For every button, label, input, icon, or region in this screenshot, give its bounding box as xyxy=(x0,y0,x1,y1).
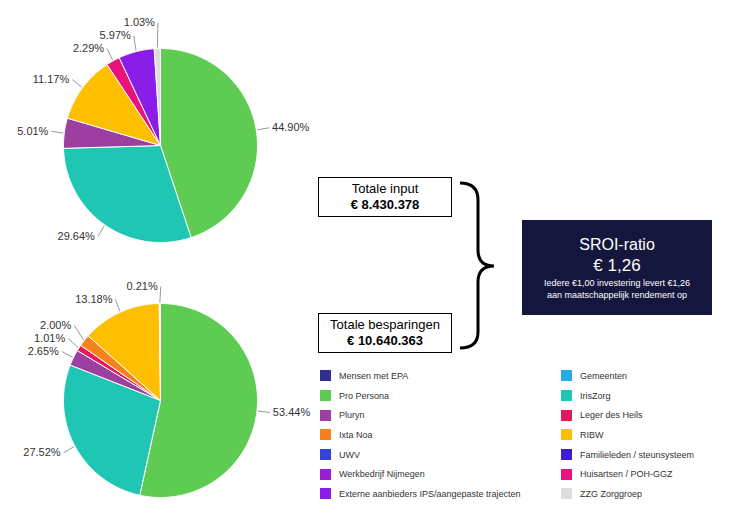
html-text:Totale besparingen: Totale besparingen xyxy=(330,317,440,332)
html-text:€ 10.640.363: € 10.640.363 xyxy=(347,333,423,348)
html-text:Pluryn: Pluryn xyxy=(339,410,365,421)
svg-text:44.90%: 44.90% xyxy=(272,121,310,133)
html-text:Werkbedrijf Nijmegen: Werkbedrijf Nijmegen xyxy=(339,469,425,480)
svg-text:53.44%: 53.44% xyxy=(273,406,311,418)
html-text:IrisZorg: IrisZorg xyxy=(580,390,611,401)
svg-text:1.01%: 1.01% xyxy=(34,332,65,344)
html-text:Totale input: Totale input xyxy=(351,181,419,196)
html-text:Ixta Noa: Ixta Noa xyxy=(339,429,373,440)
html-text:Huisartsen / POH-GGZ: Huisartsen / POH-GGZ xyxy=(580,469,673,480)
html-text:€ 8.430.378: € 8.430.378 xyxy=(350,197,420,212)
html-text:SROI-ratio: SROI-ratio xyxy=(579,235,655,253)
html-text:UWV: UWV xyxy=(339,449,360,460)
svg-text:0.21%: 0.21% xyxy=(127,280,158,292)
svg-text:5.01%: 5.01% xyxy=(17,125,48,137)
svg-text:2.65%: 2.65% xyxy=(28,345,59,357)
svg-text:2.00%: 2.00% xyxy=(40,319,71,331)
svg-text:29.64%: 29.64% xyxy=(58,230,96,242)
svg-text:2.29%: 2.29% xyxy=(73,42,104,54)
svg-text:11.17%: 11.17% xyxy=(33,73,70,85)
html-text:Leger des Heils: Leger des Heils xyxy=(580,410,643,421)
html-text:€ 1,26: € 1,26 xyxy=(593,255,641,275)
svg-text:1.03%: 1.03% xyxy=(124,16,155,28)
html-text:RIBW: RIBW xyxy=(580,429,604,440)
svg-text:27.52%: 27.52% xyxy=(23,446,61,458)
html-text:Externe aanbieders IPS/aangepa: Externe aanbieders IPS/aangepaste trajec… xyxy=(339,489,521,499)
html-text:Iedere €1,00 investering lever: Iedere €1,00 investering levert €1,26 aa… xyxy=(543,277,690,300)
html-text:Gemeenten: Gemeenten xyxy=(580,370,627,381)
html-text:Pro Persona: Pro Persona xyxy=(339,390,389,401)
svg-text:5.97%: 5.97% xyxy=(100,29,131,41)
html-text:ZZG Zorggroep: ZZG Zorggroep xyxy=(580,489,642,499)
svg-text:13.18%: 13.18% xyxy=(75,293,113,305)
html-text:Familieleden / steunsysteem: Familieleden / steunsysteem xyxy=(580,449,695,460)
html-text:Mensen met EPA: Mensen met EPA xyxy=(339,370,409,381)
